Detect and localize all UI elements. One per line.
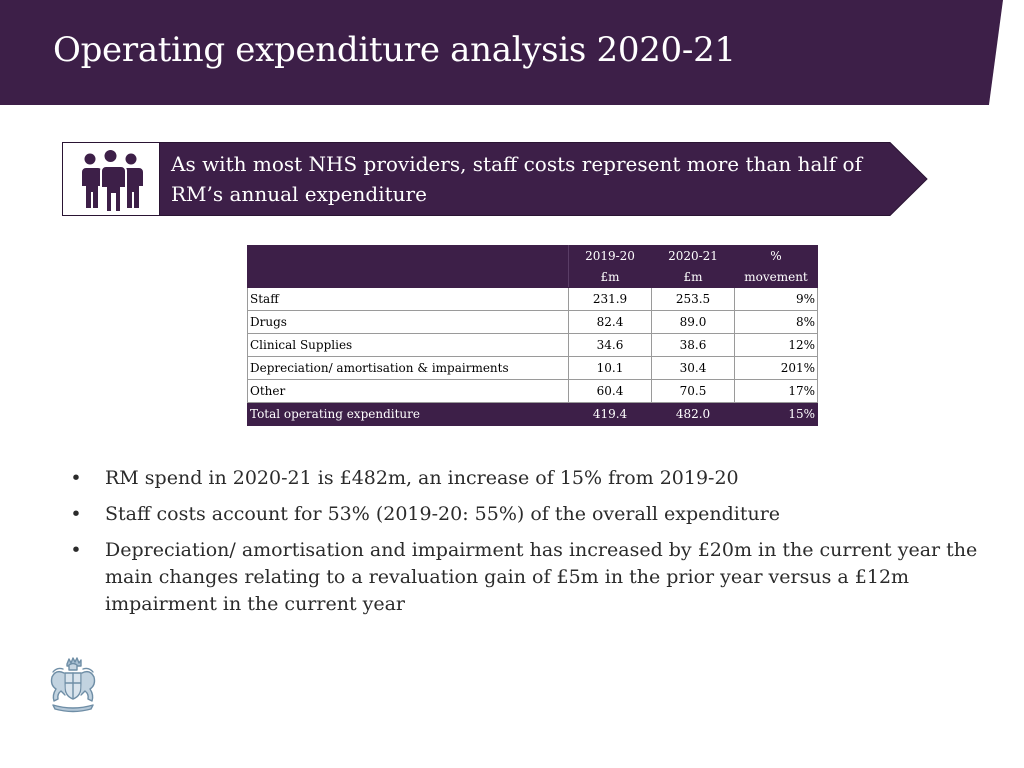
list-item: • Depreciation/ amortisation and impairm… xyxy=(70,537,990,618)
row-value-2019: 60.4 xyxy=(568,379,652,403)
row-value-2020: 253.5 xyxy=(651,287,735,311)
header-2020-year: 2020-21 xyxy=(651,245,735,267)
row-label: Drugs xyxy=(247,310,569,334)
header-movement-label: movement xyxy=(734,266,818,288)
people-group-icon xyxy=(82,148,143,213)
row-movement: 12% xyxy=(734,333,818,357)
header-blank-cell xyxy=(247,245,569,288)
table-header-row-1: 2019-20 2020-21 % xyxy=(247,245,818,288)
expenditure-table: 2019-20 2020-21 % £m £m movement Staff 2… xyxy=(247,245,818,426)
row-movement: 17% xyxy=(734,379,818,403)
bullet-text: Depreciation/ amortisation and impairmen… xyxy=(105,539,978,615)
total-value-2019: 419.4 xyxy=(568,402,652,426)
table-row: Drugs 82.4 89.0 8% xyxy=(247,310,818,334)
page-title: Operating expenditure analysis 2020-21 xyxy=(53,30,736,70)
bullet-text: Staff costs account for 53% (2019-20: 55… xyxy=(105,503,781,525)
header-2020-unit: £m xyxy=(651,266,735,288)
header-movement-symbol: % xyxy=(734,245,818,267)
header-2019-year: 2019-20 xyxy=(568,245,652,267)
bullet-dot: • xyxy=(70,467,82,489)
bullet-dot: • xyxy=(70,503,82,525)
row-value-2020: 89.0 xyxy=(651,310,735,334)
callout-arrow-shape xyxy=(62,142,928,216)
table-row: Depreciation/ amortisation & impairments… xyxy=(247,356,818,380)
royal-crest-logo-icon xyxy=(50,657,96,713)
row-value-2019: 231.9 xyxy=(568,287,652,311)
callout-text: As with most NHS providers, staff costs … xyxy=(171,152,862,206)
row-label: Depreciation/ amortisation & impairments xyxy=(247,356,569,380)
row-value-2020: 30.4 xyxy=(651,356,735,380)
title-banner xyxy=(0,0,1003,105)
header-2019-unit: £m xyxy=(568,266,652,288)
row-label: Clinical Supplies xyxy=(247,333,569,357)
row-movement: 201% xyxy=(734,356,818,380)
total-value-2020: 482.0 xyxy=(651,402,735,426)
row-value-2020: 70.5 xyxy=(651,379,735,403)
row-label: Staff xyxy=(247,287,569,311)
table-total-row: Total operating expenditure 419.4 482.0 … xyxy=(247,402,818,426)
key-points-list: • RM spend in 2020-21 is £482m, an incre… xyxy=(70,465,990,627)
list-item: • RM spend in 2020-21 is £482m, an incre… xyxy=(70,465,990,492)
table-row: Other 60.4 70.5 17% xyxy=(247,379,818,403)
table-row: Staff 231.9 253.5 9% xyxy=(247,287,818,311)
row-label: Other xyxy=(247,379,569,403)
bullet-text: RM spend in 2020-21 is £482m, an increas… xyxy=(105,467,739,489)
total-movement: 15% xyxy=(734,402,818,426)
row-movement: 9% xyxy=(734,287,818,311)
row-value-2020: 38.6 xyxy=(651,333,735,357)
row-value-2019: 82.4 xyxy=(568,310,652,334)
total-label: Total operating expenditure xyxy=(247,402,569,426)
callout-box: As with most NHS providers, staff costs … xyxy=(62,142,928,216)
row-movement: 8% xyxy=(734,310,818,334)
list-item: • Staff costs account for 53% (2019-20: … xyxy=(70,501,990,528)
row-value-2019: 34.6 xyxy=(568,333,652,357)
row-value-2019: 10.1 xyxy=(568,356,652,380)
table-row: Clinical Supplies 34.6 38.6 12% xyxy=(247,333,818,357)
bullet-dot: • xyxy=(70,539,82,561)
